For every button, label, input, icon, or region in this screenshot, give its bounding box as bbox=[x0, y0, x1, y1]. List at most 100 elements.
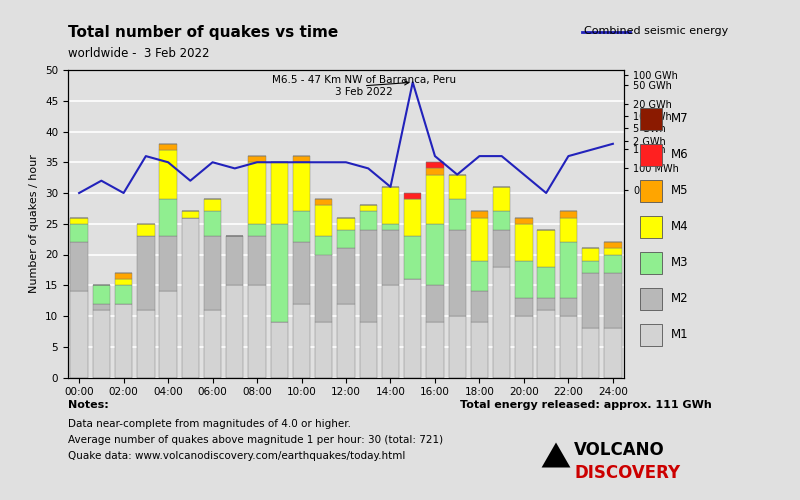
Bar bbox=[226, 285, 243, 378]
Bar bbox=[70, 218, 88, 224]
Bar bbox=[204, 212, 222, 236]
Bar bbox=[137, 236, 154, 310]
Bar bbox=[449, 316, 466, 378]
Bar bbox=[293, 162, 310, 212]
Bar bbox=[248, 162, 266, 224]
Text: Total energy released: approx. 111 GWh: Total energy released: approx. 111 GWh bbox=[460, 400, 712, 410]
Bar bbox=[470, 322, 488, 378]
Bar bbox=[560, 298, 577, 316]
Bar bbox=[426, 174, 444, 224]
Bar bbox=[560, 218, 577, 242]
Text: Total number of quakes vs time: Total number of quakes vs time bbox=[68, 25, 338, 40]
Bar bbox=[382, 224, 399, 230]
Bar bbox=[315, 322, 333, 378]
Bar bbox=[70, 224, 88, 242]
Bar bbox=[538, 298, 555, 310]
Bar bbox=[470, 260, 488, 292]
Bar bbox=[515, 298, 533, 316]
Bar bbox=[470, 218, 488, 260]
Bar bbox=[159, 150, 177, 199]
Bar bbox=[159, 236, 177, 292]
Bar bbox=[470, 212, 488, 218]
Bar bbox=[182, 212, 199, 218]
Bar bbox=[115, 279, 132, 285]
Bar bbox=[137, 310, 154, 378]
Bar bbox=[226, 236, 243, 285]
Bar bbox=[115, 285, 132, 304]
Bar bbox=[449, 199, 466, 230]
Bar bbox=[115, 273, 132, 279]
Bar bbox=[493, 212, 510, 230]
Text: M5: M5 bbox=[670, 184, 688, 198]
Bar bbox=[70, 292, 88, 378]
Bar bbox=[315, 206, 333, 236]
Bar bbox=[582, 248, 599, 260]
Bar bbox=[293, 156, 310, 162]
Bar bbox=[359, 322, 377, 378]
Y-axis label: Number of quakes / hour: Number of quakes / hour bbox=[30, 154, 39, 293]
Bar bbox=[515, 260, 533, 298]
Bar bbox=[270, 224, 288, 322]
Bar bbox=[338, 230, 354, 248]
Text: M6.5 - 47 Km NW of Barranca, Peru
3 Feb 2022: M6.5 - 47 Km NW of Barranca, Peru 3 Feb … bbox=[272, 75, 456, 96]
Bar bbox=[204, 236, 222, 310]
Text: M1: M1 bbox=[670, 328, 688, 342]
Bar bbox=[404, 193, 422, 199]
Text: Data near-complete from magnitudes of 4.0 or higher.: Data near-complete from magnitudes of 4.… bbox=[68, 419, 351, 429]
Bar bbox=[204, 310, 222, 378]
Bar bbox=[315, 254, 333, 322]
Bar bbox=[493, 267, 510, 378]
Bar bbox=[470, 292, 488, 322]
Text: Notes:: Notes: bbox=[68, 400, 109, 410]
Bar bbox=[359, 230, 377, 322]
Bar bbox=[404, 279, 422, 378]
Bar bbox=[604, 273, 622, 328]
Bar bbox=[315, 236, 333, 255]
Bar bbox=[493, 230, 510, 267]
Bar bbox=[582, 273, 599, 328]
Bar bbox=[93, 304, 110, 310]
Bar bbox=[359, 212, 377, 230]
Bar bbox=[293, 242, 310, 304]
Bar bbox=[270, 322, 288, 378]
Bar bbox=[204, 199, 222, 211]
Bar bbox=[382, 187, 399, 224]
Bar bbox=[493, 187, 510, 212]
Bar bbox=[604, 254, 622, 273]
Bar bbox=[449, 174, 466, 199]
Bar bbox=[182, 218, 199, 378]
Bar bbox=[426, 322, 444, 378]
Bar bbox=[426, 162, 444, 168]
Bar bbox=[538, 310, 555, 378]
Bar bbox=[604, 328, 622, 378]
Bar bbox=[315, 199, 333, 205]
Text: M2: M2 bbox=[670, 292, 688, 306]
Text: DISCOVERY: DISCOVERY bbox=[574, 464, 681, 481]
Bar bbox=[404, 236, 422, 279]
Bar bbox=[426, 285, 444, 322]
Bar bbox=[382, 285, 399, 378]
Text: Combined seismic energy: Combined seismic energy bbox=[584, 26, 728, 36]
Bar bbox=[159, 199, 177, 236]
Bar bbox=[248, 285, 266, 378]
Bar bbox=[137, 224, 154, 236]
Bar bbox=[560, 212, 577, 218]
Bar bbox=[449, 230, 466, 316]
Bar bbox=[404, 199, 422, 236]
Text: M6: M6 bbox=[670, 148, 688, 162]
Bar bbox=[604, 242, 622, 248]
Bar bbox=[248, 156, 266, 162]
Text: M7: M7 bbox=[670, 112, 688, 126]
Bar bbox=[293, 212, 310, 242]
Bar bbox=[159, 144, 177, 150]
Bar bbox=[338, 304, 354, 378]
Bar bbox=[560, 242, 577, 298]
Bar bbox=[538, 267, 555, 298]
Bar bbox=[515, 316, 533, 378]
Bar bbox=[93, 285, 110, 304]
Text: M4: M4 bbox=[670, 220, 688, 234]
Bar bbox=[338, 218, 354, 230]
Bar bbox=[538, 230, 555, 267]
Bar bbox=[93, 310, 110, 378]
Bar bbox=[359, 206, 377, 212]
